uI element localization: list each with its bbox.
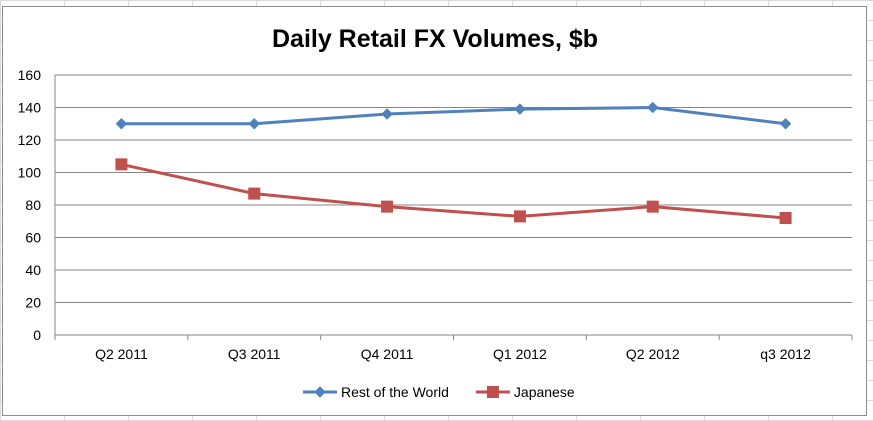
y-tick-label: 80	[25, 197, 41, 213]
series-rest-of-the-world	[115, 101, 792, 130]
legend-item: Rest of the World	[303, 384, 449, 400]
data-point	[514, 103, 526, 115]
x-tick-label: Q3 2011	[228, 346, 281, 362]
y-tick-label: 120	[18, 132, 42, 148]
data-point	[115, 158, 128, 171]
data-point	[646, 200, 659, 213]
chart-title: Daily Retail FX Volumes, $b	[272, 25, 598, 53]
series-line	[121, 162, 786, 220]
chart-area: Daily Retail FX Volumes, $b 0 20 40 60 80 100…	[2, 6, 867, 416]
gridlines	[54, 74, 853, 340]
data-point	[381, 200, 394, 213]
data-point	[115, 118, 128, 130]
legend-label: Rest of the World	[341, 384, 449, 400]
x-tick-label: Q2 2012	[626, 346, 680, 362]
line-chart: Daily Retail FX Volumes, $b 0 20 40 60 80 100…	[18, 25, 853, 400]
legend-marker	[486, 386, 499, 398]
y-tick-label: 20	[25, 295, 41, 311]
x-tick-label: Q1 2012	[493, 346, 547, 362]
series-japanese	[115, 158, 792, 224]
y-tick-label: 140	[18, 100, 42, 116]
legend-marker	[314, 386, 326, 398]
data-point	[513, 210, 526, 223]
y-tick-label: 0	[33, 327, 41, 343]
data-point	[779, 212, 792, 224]
data-point	[779, 118, 792, 130]
data-point	[381, 108, 393, 120]
data-point	[248, 187, 261, 200]
data-point	[248, 118, 260, 130]
x-tick-label: Q4 2011	[361, 346, 414, 362]
y-axis-ticks: 0 20 40 60 80 100 120 140 160	[18, 67, 42, 343]
y-tick-label: 60	[25, 230, 41, 246]
x-axis-ticks: Q2 2011 Q3 2011 Q4 2011 Q1 2012 Q2 2012 q3 20…	[95, 346, 811, 362]
series-layer	[115, 101, 792, 224]
x-tick-label: Q2 2011	[95, 346, 148, 362]
legend-label: Japanese	[514, 384, 575, 400]
x-tick-label: q3 2012	[760, 346, 811, 362]
y-tick-label: 40	[25, 262, 41, 278]
data-point	[647, 101, 659, 114]
legend-item: Japanese	[475, 384, 575, 400]
y-tick-label: 160	[18, 67, 42, 83]
legend: Rest of the World Japanese	[303, 384, 575, 400]
y-tick-label: 100	[18, 165, 42, 181]
series-line	[121, 106, 786, 126]
